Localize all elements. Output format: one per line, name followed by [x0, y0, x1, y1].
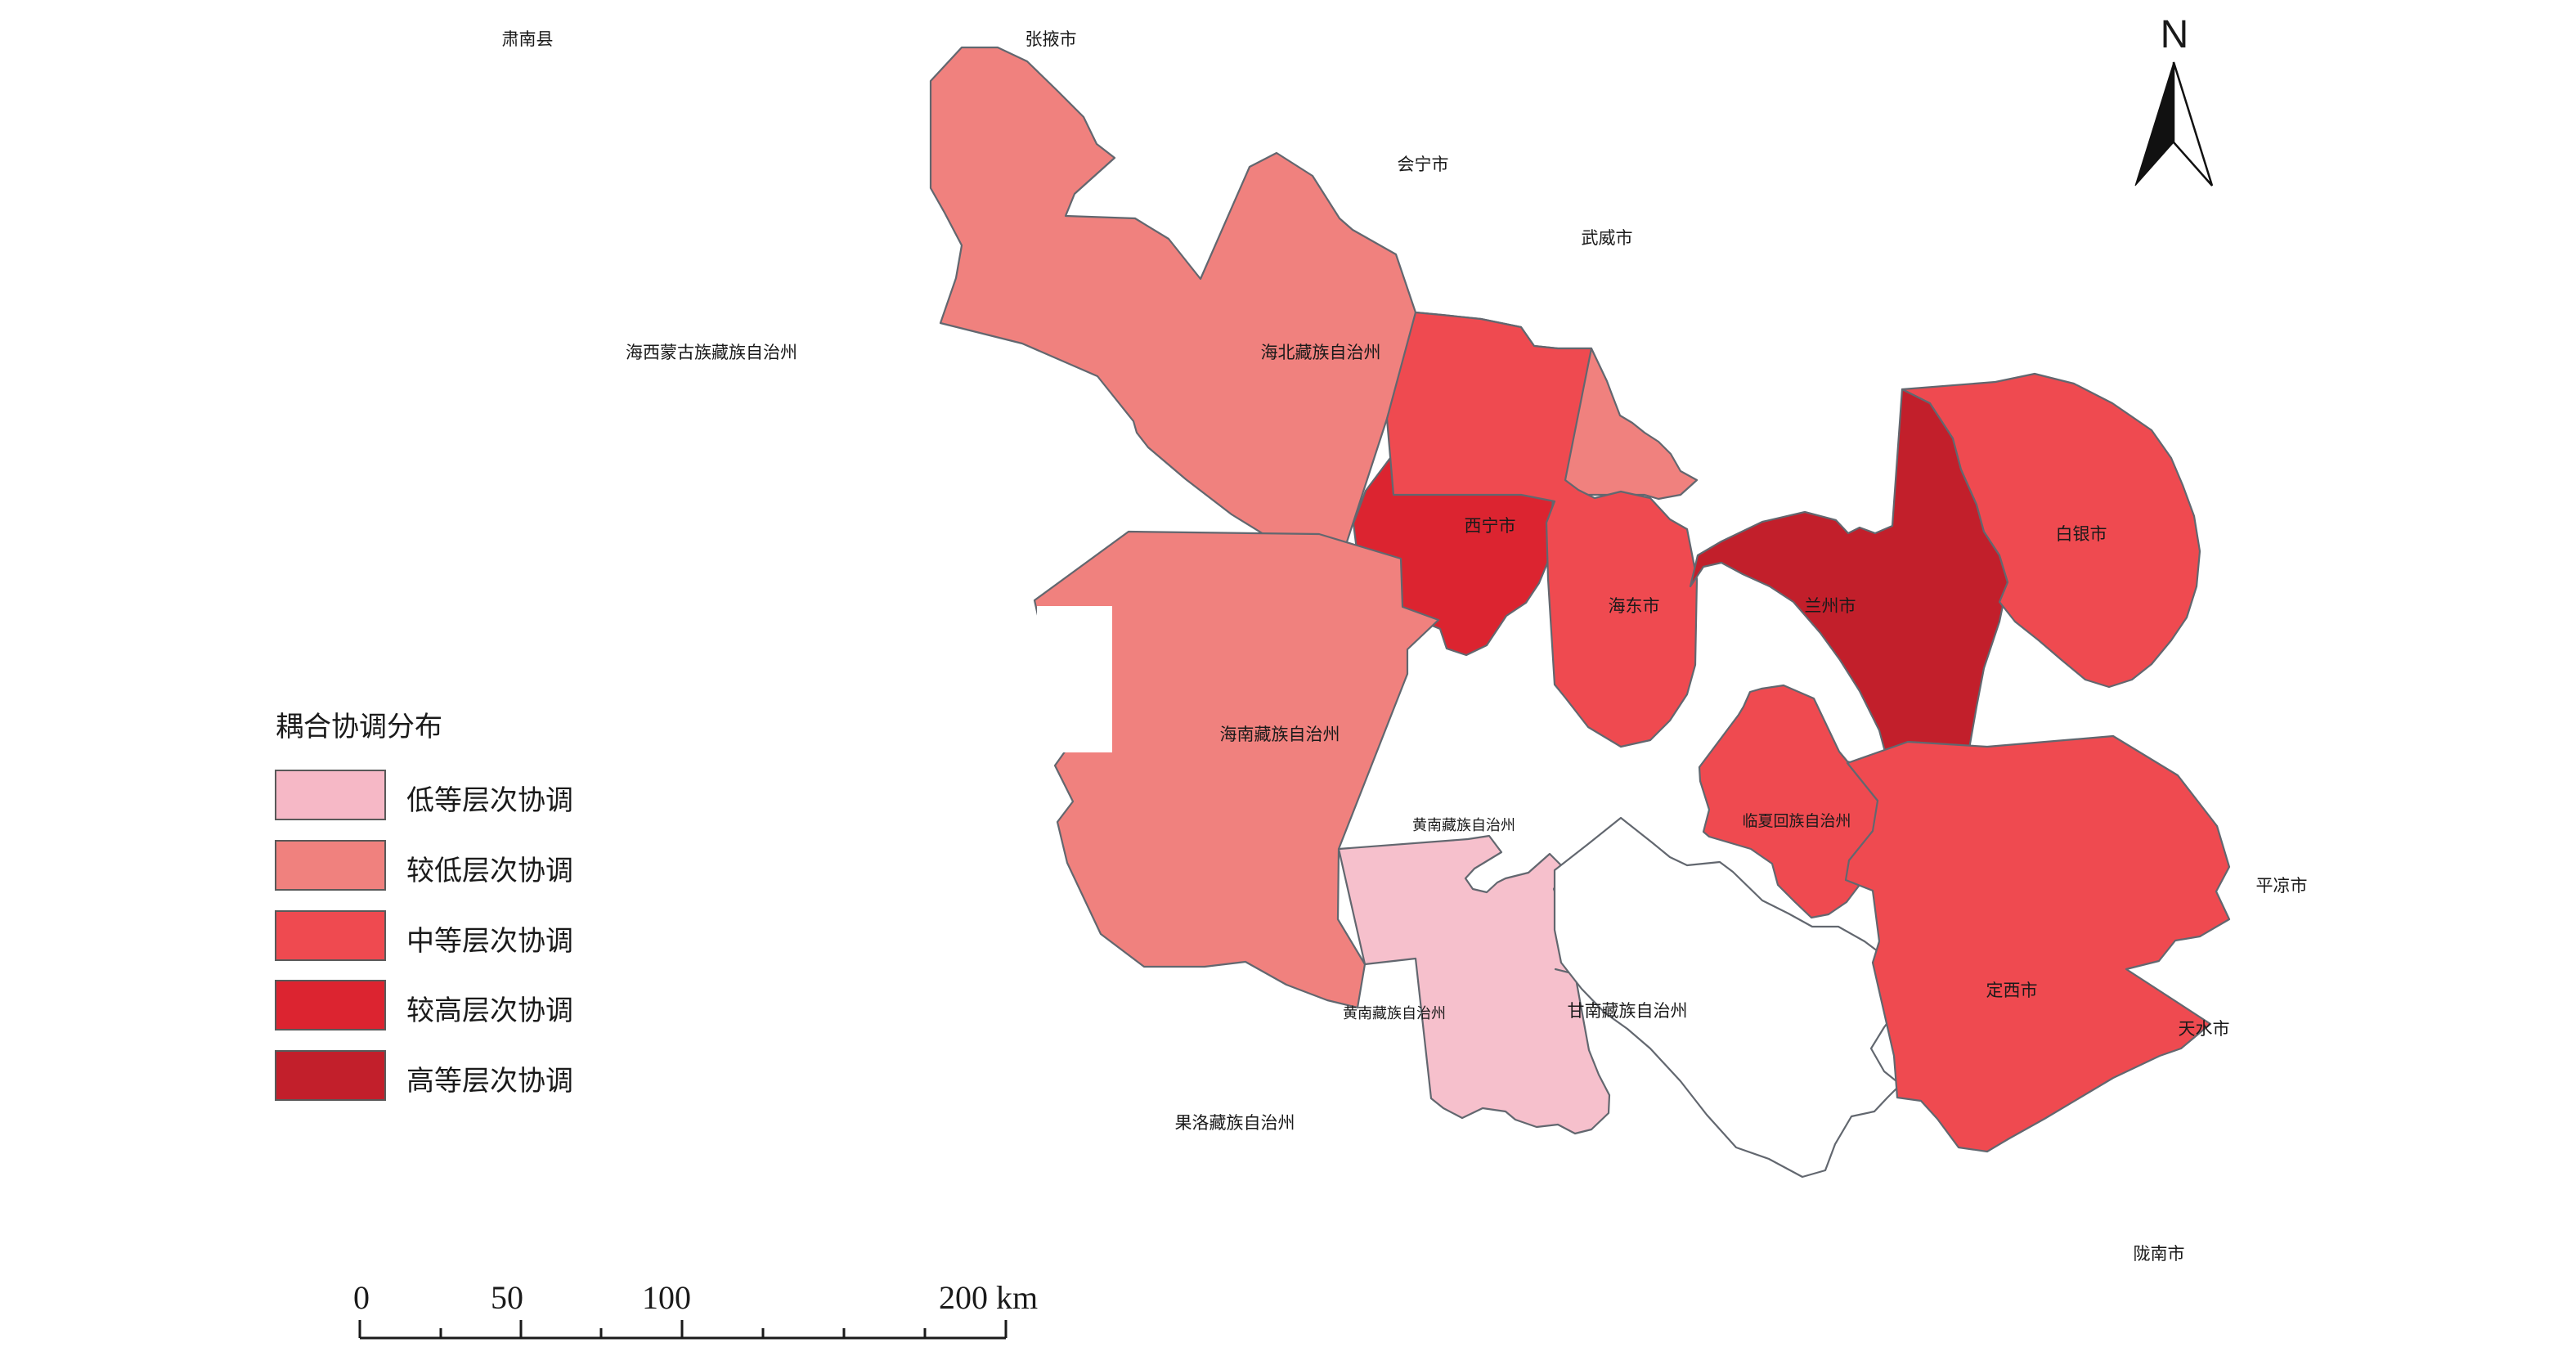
svg-text:0: 0	[353, 1279, 370, 1316]
svg-text:N: N	[2161, 13, 2189, 56]
svg-text:海北藏族自治州: 海北藏族自治州	[1261, 343, 1381, 362]
svg-text:海南藏族自治州: 海南藏族自治州	[1220, 725, 1340, 744]
svg-text:耦合协调分布: 耦合协调分布	[276, 712, 442, 743]
svg-text:较低层次协调: 较低层次协调	[406, 855, 573, 887]
svg-text:中等层次协调: 中等层次协调	[406, 926, 573, 957]
svg-text:海东市: 海东市	[1609, 596, 1660, 616]
svg-text:较高层次协调: 较高层次协调	[406, 995, 573, 1026]
svg-text:白银市: 白银市	[2056, 524, 2107, 544]
svg-text:黄南藏族自治州: 黄南藏族自治州	[1412, 817, 1515, 833]
svg-text:黄南藏族自治州: 黄南藏族自治州	[1343, 1005, 1446, 1022]
svg-text:临夏回族自治州: 临夏回族自治州	[1742, 812, 1851, 830]
svg-text:200 km: 200 km	[939, 1279, 1038, 1316]
svg-text:定西市: 定西市	[1986, 981, 2038, 1000]
svg-text:平凉市: 平凉市	[2256, 876, 2308, 896]
svg-text:甘南藏族自治州: 甘南藏族自治州	[1568, 1001, 1688, 1021]
svg-text:50: 50	[491, 1279, 523, 1316]
svg-text:西宁市: 西宁市	[1465, 516, 1516, 536]
svg-text:张掖市: 张掖市	[1025, 29, 1077, 49]
svg-text:兰州市: 兰州市	[1805, 596, 1856, 616]
svg-text:100: 100	[642, 1279, 691, 1316]
svg-text:陇南市: 陇南市	[2134, 1244, 2185, 1264]
svg-text:天水市: 天水市	[2179, 1019, 2230, 1039]
svg-text:高等层次协调: 高等层次协调	[406, 1066, 573, 1097]
svg-text:武威市: 武威市	[1582, 228, 1633, 248]
svg-text:低等层次协调: 低等层次协调	[406, 785, 573, 816]
svg-text:会宁市: 会宁市	[1398, 155, 1449, 174]
svg-text:海西蒙古族藏族自治州: 海西蒙古族藏族自治州	[626, 343, 797, 362]
svg-text:肃南县: 肃南县	[502, 29, 554, 49]
svg-text:果洛藏族自治州: 果洛藏族自治州	[1175, 1113, 1295, 1133]
